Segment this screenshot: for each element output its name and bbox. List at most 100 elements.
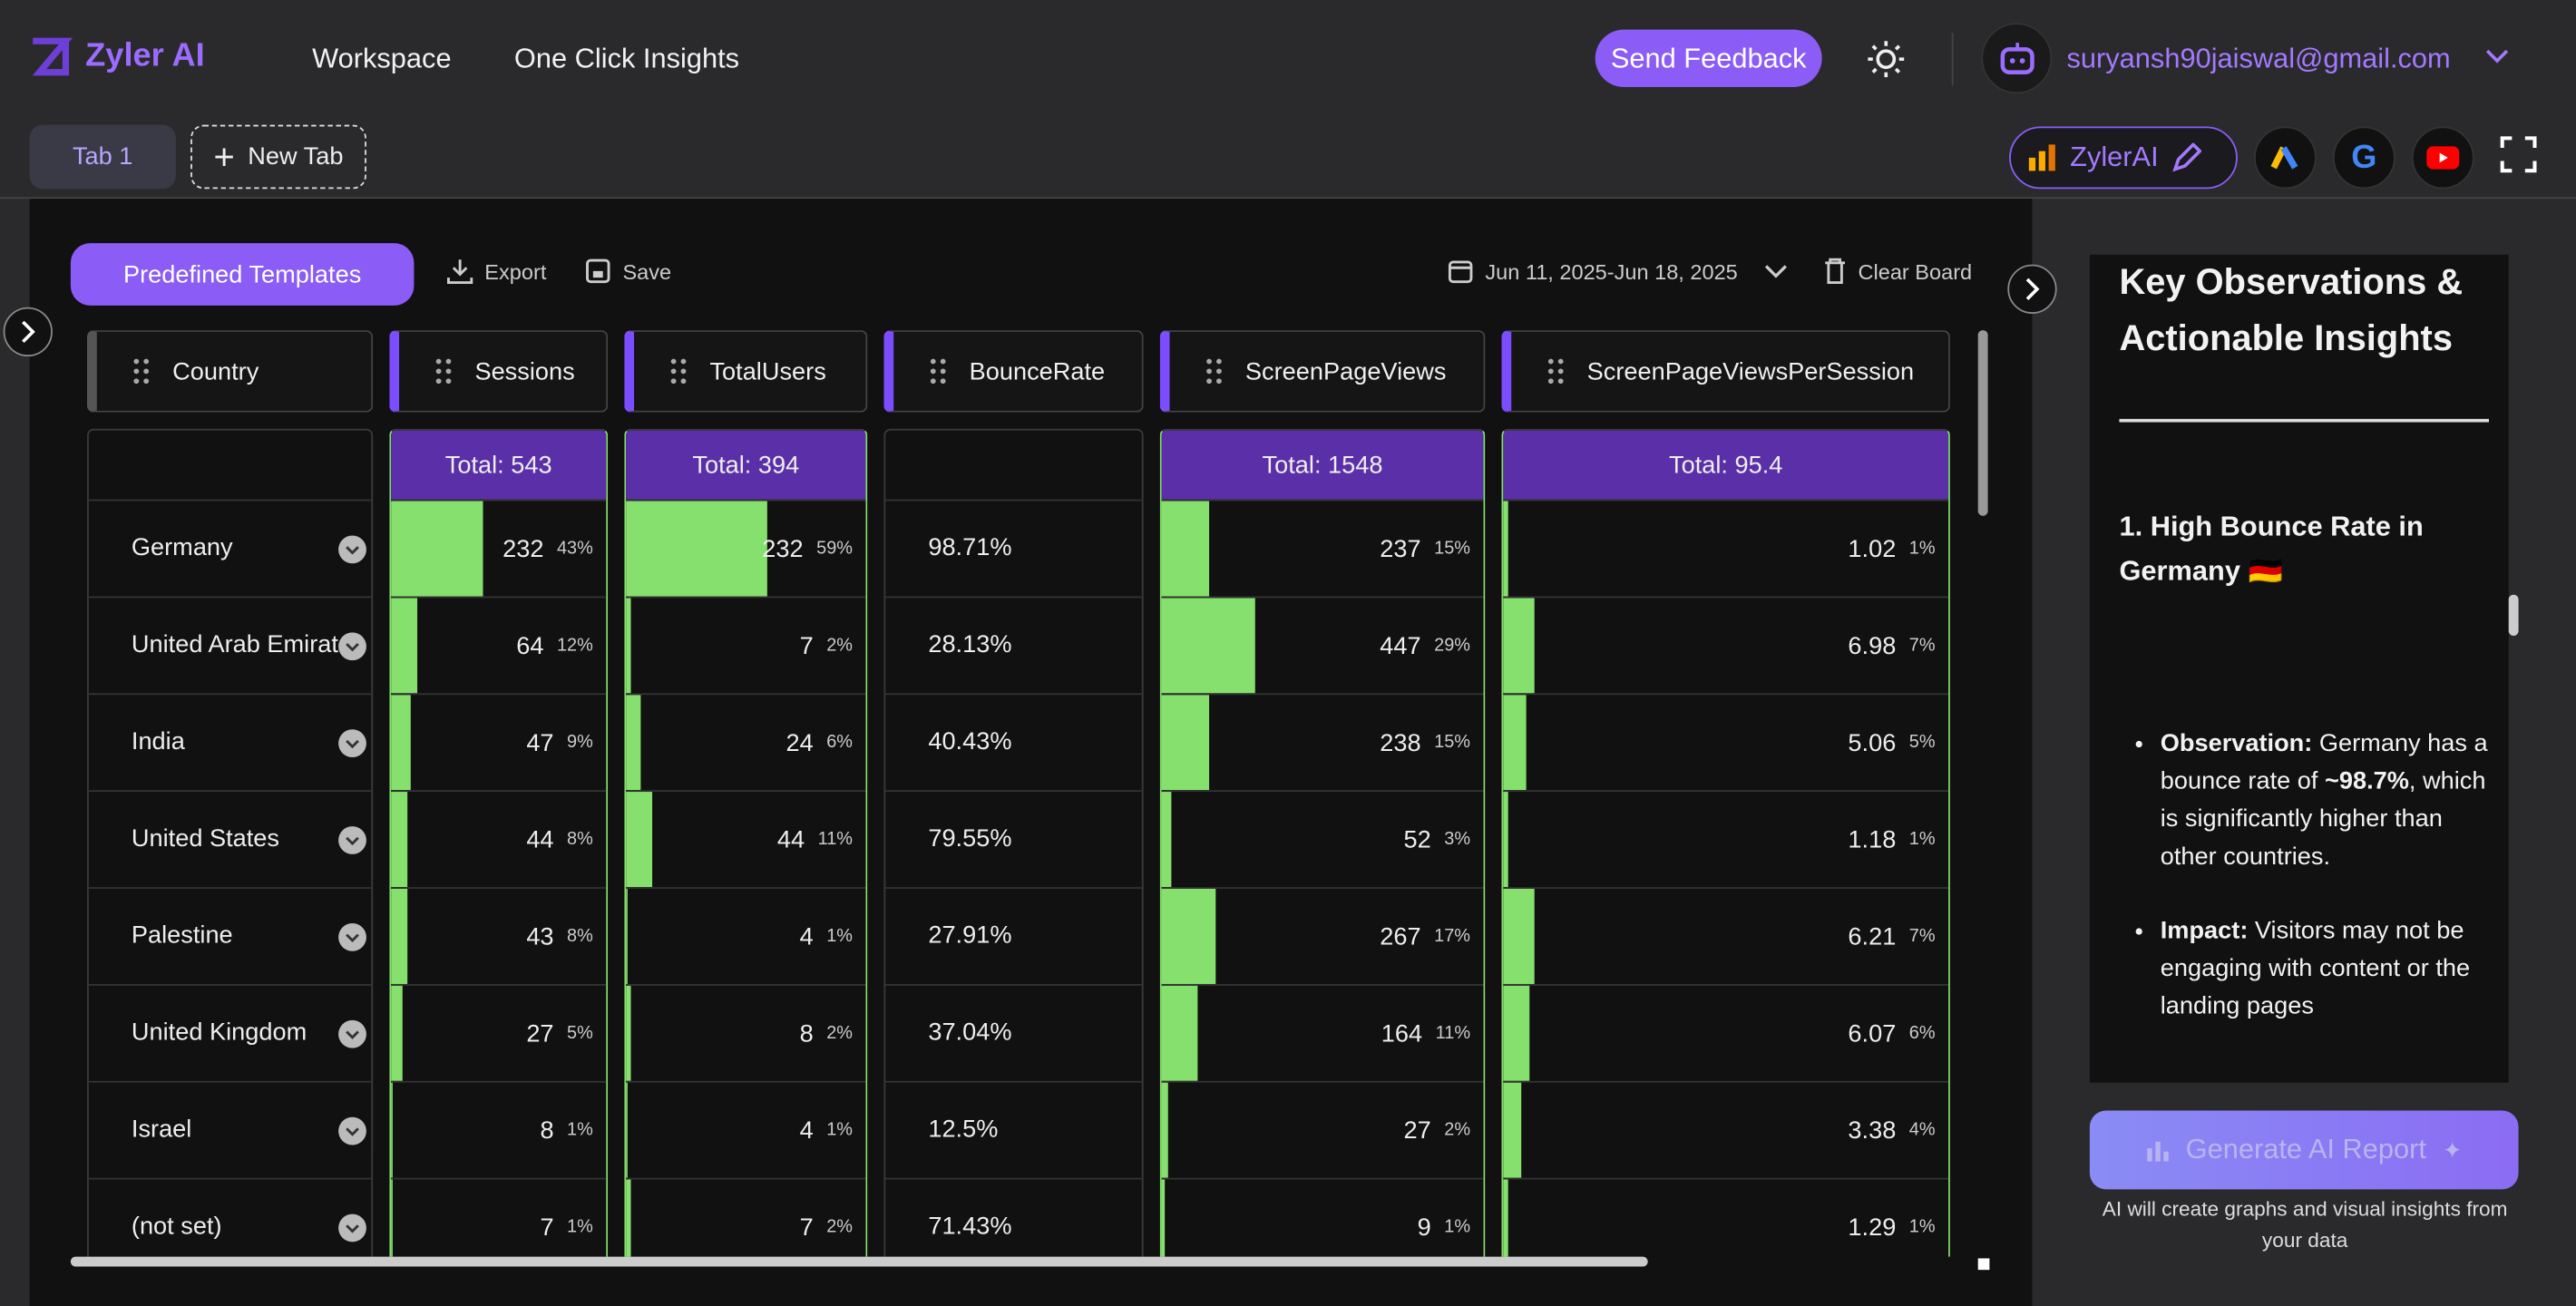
h-scrollbar[interactable] [70,1256,1648,1267]
share-label: 8% [567,829,593,850]
share-label: 4% [1908,1120,1936,1141]
value: 267 [1380,922,1421,950]
brand[interactable]: Zyler AI [85,37,205,74]
total-label: Total: 1548 [1262,451,1383,479]
avatar[interactable] [1981,23,2053,94]
share-label: 12% [556,635,593,656]
value: 232 [503,534,544,563]
value: 3.38 [1848,1116,1897,1145]
new-tab[interactable]: + New Tab [190,124,366,190]
chevron[interactable] [2484,46,2511,69]
drag-handle [1205,358,1222,385]
share-bar [1161,985,1197,1081]
row-expand[interactable] [338,632,366,661]
tab[interactable]: Tab 1 [29,124,176,190]
total-cell: Total: 394 [626,430,866,500]
column-header[interactable]: ScreenPageViewsPerSession [1501,330,1950,413]
table-cell: 267 17% [1161,887,1484,984]
value: 1.29 [1848,1213,1897,1242]
column-name: Country [172,356,259,385]
column-header[interactable]: TotalUsers [624,330,868,413]
cell-value: 4 1% [800,1083,866,1178]
table-cell: Israel [88,1080,372,1178]
row-expand[interactable] [338,1116,366,1145]
column-body: Total: 1548 237 15% 447 29% 238 15% 52 3% 267 17% 1… [1159,428,1486,1257]
share-label: 1% [1908,829,1936,850]
value: 1.02 [1848,534,1897,563]
date-range[interactable]: Jun 11, 2025-Jun 18, 2025 [1448,258,1789,284]
share-bar [1161,695,1210,791]
resize-handle[interactable] [1977,1258,1990,1271]
panel-scrollbar[interactable] [2508,594,2519,636]
column-header[interactable]: Sessions [389,330,609,413]
feedback-button[interactable]: Send Feedback [1595,29,1822,87]
column-name: TotalUsers [709,356,826,385]
country-name: Israel [131,1115,192,1144]
new-tab-label: New Tab [248,142,344,171]
row-expand[interactable] [338,1019,366,1048]
nav-link[interactable]: Workspace [312,43,452,74]
share-bar [1161,501,1210,597]
fullscreen-icon[interactable] [2500,136,2537,173]
value: 237 [1380,534,1421,563]
generate-button[interactable]: Generate AI Report ✦ [2089,1110,2519,1190]
v-scrollbar[interactable] [1977,330,1988,516]
nav-link[interactable]: One Click Insights [513,43,740,74]
value: 1.18 [1848,825,1897,853]
youtube-icon[interactable] [2411,126,2474,190]
total-cell: Total: 95.4 [1503,430,1949,500]
share-label: 15% [1434,732,1471,753]
table-cell: 1.02 1% [1503,499,1949,597]
templates-button[interactable]: Predefined Templates [70,243,415,306]
column-body: Germany United Arab Emirates India United S… [86,428,374,1257]
column-header[interactable]: BounceRate [883,330,1144,413]
theme-toggle[interactable] [1867,39,1906,78]
cell-value: 8 2% [800,986,866,1081]
row-expand[interactable] [338,535,366,564]
export-button[interactable]: Export [447,258,546,284]
row-expand[interactable] [338,1213,366,1243]
share-bar [626,888,629,984]
column-header[interactable]: ScreenPageViews [1159,330,1486,413]
integration-pill[interactable]: ZylerAI [2009,126,2238,190]
row-expand[interactable] [338,922,366,951]
save-button[interactable]: Save [585,258,671,284]
share-bar [1503,985,1530,1081]
column-header[interactable]: Country [86,330,374,413]
value: 8 [799,1018,814,1048]
table-cell: United Arab Emirates [88,596,372,694]
value: 4 [799,922,814,950]
value: 7 [799,631,814,660]
rule [2119,418,2489,423]
cell-text: 37.04% [928,1018,1012,1047]
insight-heading: 1. High Bounce Rate in Germany 🇩🇪 [2119,511,2424,587]
value: 9 [1417,1213,1431,1242]
value: 6.98 [1848,631,1897,660]
clear-button[interactable]: Clear Board [1823,258,1972,284]
cell-value: 238 15% [1380,695,1483,790]
total-cell [885,431,1142,500]
country-name: Germany [131,533,233,562]
drag-handle [930,358,946,385]
share-bar [391,501,484,597]
cell-value: 24 6% [785,695,865,790]
user-email[interactable]: suryansh90jaiswal@gmail.com [2066,43,2451,74]
share-bar [1503,695,1526,791]
table-cell: Germany [88,499,372,597]
cell-value: 7 2% [800,1180,866,1257]
expand-left[interactable] [3,307,53,357]
expand-right[interactable] [2007,264,2057,314]
share-bar [1161,1179,1166,1257]
data-table: Country Germany United Arab Emirates India U… [86,330,1950,1257]
share-bar [391,888,409,984]
share-label: 1% [567,1217,593,1237]
google-icon[interactable]: G [2332,126,2395,190]
ads-icon[interactable] [2253,126,2317,190]
row-expand[interactable] [338,826,366,854]
cell-value: 27 2% [1404,1083,1484,1178]
share-bar [391,598,417,694]
row-expand[interactable] [338,729,366,758]
value: 6.21 [1848,922,1897,950]
country-name: India [131,727,185,756]
bullet-text: ~98.7% [2325,766,2409,795]
